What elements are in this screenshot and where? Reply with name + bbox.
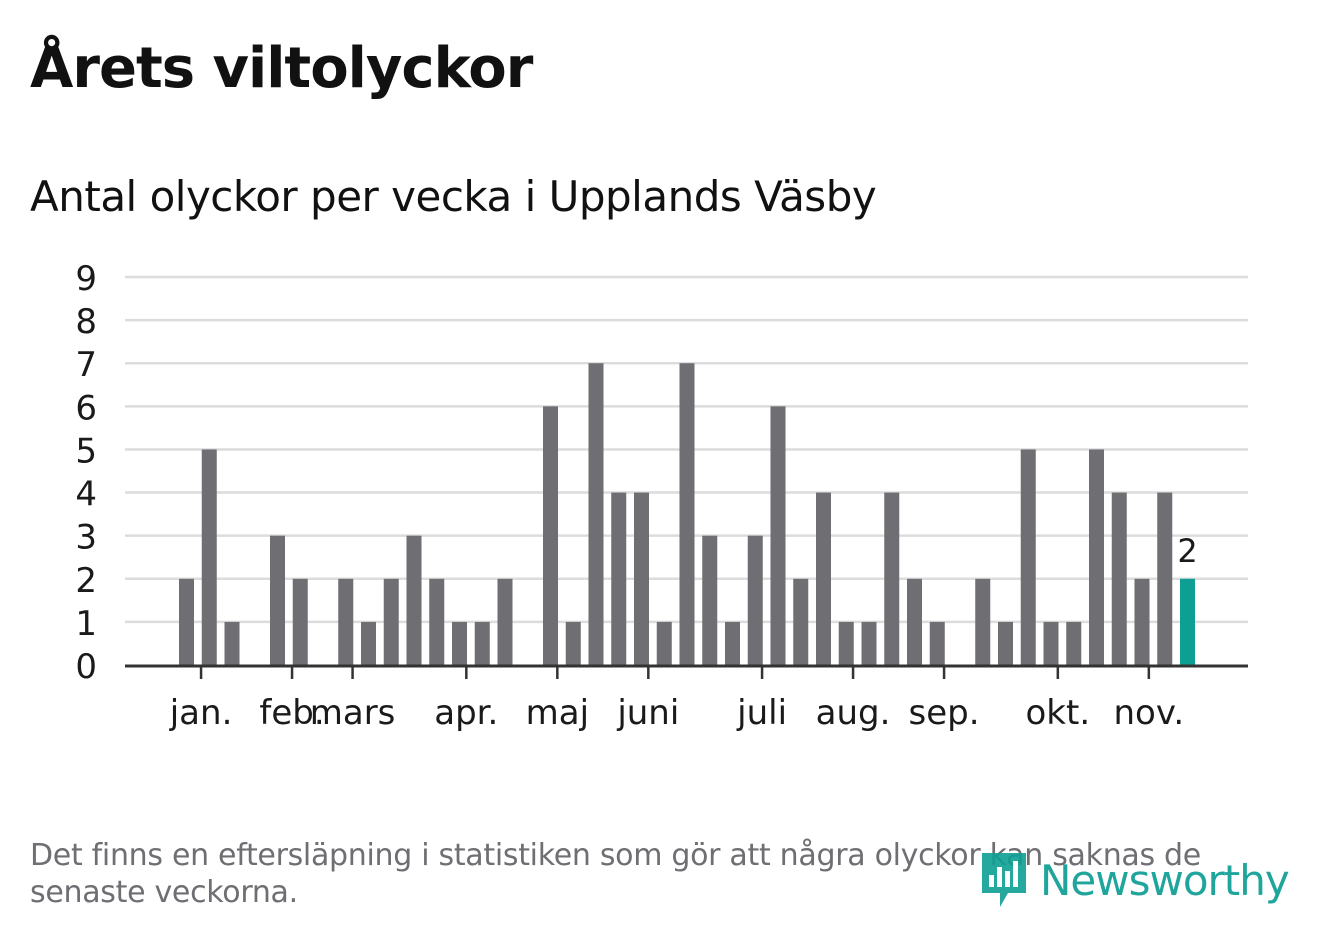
x-tick-label: mars — [310, 693, 396, 733]
bar — [1134, 578, 1150, 665]
highlighted-bar — [1180, 578, 1195, 665]
y-tick-label: 4 — [75, 475, 97, 515]
bar — [270, 535, 285, 665]
y-tick-label: 9 — [75, 259, 97, 299]
bar — [702, 535, 718, 665]
bar — [770, 406, 786, 665]
y-tick-label: 1 — [75, 604, 97, 644]
x-tick-label: jan. — [169, 693, 233, 733]
bar — [565, 621, 581, 665]
y-tick-label: 8 — [75, 302, 97, 342]
bar — [1020, 449, 1036, 665]
bar-chart-speech-bubble-icon — [982, 853, 1026, 907]
bar — [884, 492, 900, 665]
bar — [383, 578, 399, 665]
bar — [452, 621, 467, 665]
bar — [1157, 492, 1173, 665]
x-tick-label: aug. — [816, 693, 891, 733]
bar — [998, 621, 1013, 665]
bar — [1111, 492, 1127, 665]
logo-text: Newsworthy — [1040, 855, 1290, 905]
bar — [611, 492, 627, 665]
bar — [497, 578, 513, 665]
bar — [1089, 449, 1104, 665]
bar — [907, 578, 922, 665]
bars — [179, 363, 1195, 665]
highlight-value-label: 2 — [1177, 532, 1197, 570]
bar — [429, 578, 445, 665]
bar — [975, 578, 991, 665]
bar — [474, 621, 490, 665]
bar — [747, 535, 763, 665]
y-tick-label: 5 — [75, 431, 97, 471]
x-tick-label: feb. — [259, 693, 324, 733]
bar — [656, 621, 672, 665]
bar — [224, 621, 240, 665]
x-tick-label: juni — [616, 693, 679, 733]
x-tick-label: sep. — [909, 693, 980, 733]
y-tick-label: 2 — [75, 561, 97, 601]
x-tick-label: okt. — [1026, 693, 1091, 733]
bar — [179, 578, 194, 665]
y-tick-label: 3 — [75, 518, 97, 558]
bar — [338, 578, 354, 665]
x-tick-label: apr. — [434, 693, 498, 733]
x-tick-label: maj — [526, 693, 589, 733]
bar — [929, 621, 945, 665]
chart-title: Årets viltolyckor — [30, 36, 533, 101]
newsworthy-logo: Newsworthy — [978, 848, 1290, 912]
x-tick-label: juli — [736, 693, 787, 733]
x-axis: jan. feb.mars apr. maj juni juli aug. sep. okt. n… — [125, 664, 1248, 733]
bar — [1043, 621, 1059, 665]
chart-subtitle: Antal olyckor per vecka i Upplands Väsby — [30, 172, 877, 221]
y-tick-label: 7 — [75, 345, 97, 385]
bar — [588, 363, 604, 665]
bar — [201, 449, 217, 665]
bar — [816, 492, 831, 665]
bar — [725, 621, 740, 665]
y-tick-label: 0 — [75, 647, 97, 687]
bar — [406, 535, 422, 665]
data-labels: 2 — [1177, 532, 1197, 570]
bar — [634, 492, 649, 665]
bar — [361, 621, 376, 665]
y-tick-label: 6 — [75, 388, 97, 428]
bar — [292, 578, 308, 665]
bar — [793, 578, 809, 665]
bar — [1066, 621, 1082, 665]
bar — [838, 621, 854, 665]
bar — [861, 621, 877, 665]
bar — [679, 363, 695, 665]
x-tick-label: nov. — [1114, 693, 1185, 733]
bar — [543, 406, 558, 665]
